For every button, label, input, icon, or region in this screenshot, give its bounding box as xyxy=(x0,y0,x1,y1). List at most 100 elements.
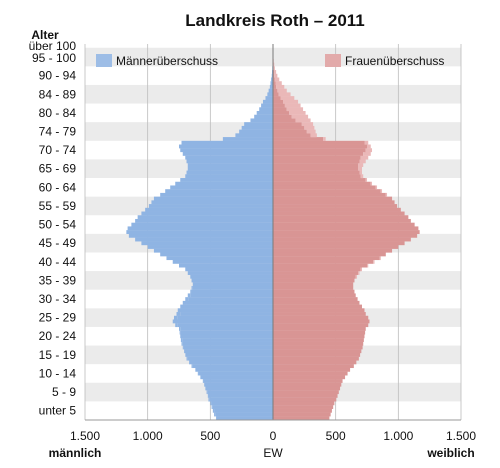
male-bar xyxy=(187,163,273,168)
male-surplus-bar xyxy=(177,308,182,313)
male-surplus-bar xyxy=(205,386,206,391)
female-surplus-bar xyxy=(380,189,383,194)
x-tick-label: 1.000 xyxy=(383,429,413,443)
male-bar xyxy=(212,405,273,409)
female-surplus-bar xyxy=(310,133,317,138)
age-label: 20 - 24 xyxy=(39,329,77,343)
age-label: 35 - 39 xyxy=(39,273,77,287)
male-surplus-bar xyxy=(215,416,217,421)
male-bar xyxy=(208,393,273,398)
female-bar xyxy=(273,412,331,417)
male-bar xyxy=(182,338,273,342)
male-surplus-bar xyxy=(176,312,181,316)
male-surplus-bar xyxy=(204,382,205,387)
female-bar xyxy=(273,360,357,365)
female-bar xyxy=(273,181,371,186)
female-bar xyxy=(273,125,305,130)
female-bar xyxy=(273,88,278,93)
male-surplus-bar xyxy=(189,360,190,365)
male-bar xyxy=(192,285,273,290)
female-surplus-bar xyxy=(289,111,306,115)
female-bar xyxy=(273,308,365,313)
female-bar xyxy=(273,375,346,380)
male-bar xyxy=(207,390,273,395)
female-bar xyxy=(273,73,275,78)
male-bar xyxy=(153,248,273,253)
male-bar xyxy=(190,274,273,279)
female-bar xyxy=(273,144,367,149)
female-surplus-bar xyxy=(273,62,275,67)
legend-label-female-surplus: Frauenüberschuss xyxy=(345,54,444,68)
male-bar xyxy=(271,73,273,78)
male-bar xyxy=(165,189,273,194)
male-bar xyxy=(170,185,273,190)
male-bar xyxy=(188,297,273,302)
female-bar xyxy=(273,140,365,145)
female-surplus-bar xyxy=(365,148,373,153)
female-surplus-bar xyxy=(360,155,369,160)
male-bar xyxy=(191,289,273,294)
age-label: 90 - 94 xyxy=(39,69,77,83)
age-label: 10 - 14 xyxy=(39,366,77,380)
female-bar xyxy=(273,382,342,387)
female-surplus-bar xyxy=(360,267,362,272)
x-axis-right-label: weiblich xyxy=(426,446,474,460)
female-bar xyxy=(273,99,284,104)
male-bar xyxy=(205,386,273,391)
male-bar xyxy=(261,103,273,108)
male-surplus-bar xyxy=(179,330,181,335)
male-bar xyxy=(187,166,273,171)
female-bar xyxy=(273,379,343,383)
male-surplus-bar xyxy=(175,323,178,328)
age-label: 84 - 89 xyxy=(39,87,77,101)
male-bar xyxy=(204,382,273,387)
female-bar xyxy=(273,200,395,205)
female-bar xyxy=(273,312,366,316)
male-bar xyxy=(135,218,273,223)
female-bar xyxy=(273,364,354,369)
x-axis-left-label: männlich xyxy=(49,446,102,460)
legend-right: Frauenüberschuss xyxy=(325,54,444,68)
female-surplus-bar xyxy=(280,96,295,100)
female-bar xyxy=(273,114,292,119)
male-surplus-bar xyxy=(210,401,212,406)
female-surplus-bar xyxy=(360,174,364,179)
male-bar xyxy=(200,375,273,380)
male-surplus-bar xyxy=(206,390,208,395)
female-bar xyxy=(273,159,360,164)
female-bar xyxy=(273,397,337,402)
male-bar xyxy=(128,233,273,238)
female-bar xyxy=(273,218,411,223)
male-surplus-bar xyxy=(184,349,185,354)
male-bar xyxy=(135,237,273,242)
age-label: 74 - 79 xyxy=(39,124,77,138)
male-bar xyxy=(176,319,273,324)
male-bar xyxy=(127,226,273,231)
female-bar xyxy=(273,401,335,406)
female-surplus-bar xyxy=(373,259,375,264)
female-bar xyxy=(273,92,279,97)
male-bar xyxy=(185,174,273,179)
female-bar xyxy=(273,248,393,253)
female-bar xyxy=(273,81,276,86)
male-bar xyxy=(209,397,273,402)
female-bar xyxy=(273,111,290,115)
male-bar xyxy=(271,77,273,82)
age-label: 55 - 59 xyxy=(39,199,77,213)
male-surplus-bar xyxy=(187,293,191,298)
male-bar xyxy=(177,315,273,320)
male-bar xyxy=(189,360,273,365)
female-bar xyxy=(273,215,409,220)
female-bar xyxy=(273,166,359,171)
female-bar xyxy=(273,207,401,212)
male-bar xyxy=(190,293,273,298)
chart-title: Landkreis Roth – 2011 xyxy=(185,11,365,30)
female-bar xyxy=(273,408,332,413)
male-surplus-bar xyxy=(180,334,182,339)
male-bar xyxy=(250,118,273,123)
female-bar xyxy=(273,118,296,123)
male-bar xyxy=(268,88,273,93)
male-bar xyxy=(241,125,273,130)
male-bar xyxy=(179,144,273,149)
male-surplus-bar xyxy=(214,412,216,417)
